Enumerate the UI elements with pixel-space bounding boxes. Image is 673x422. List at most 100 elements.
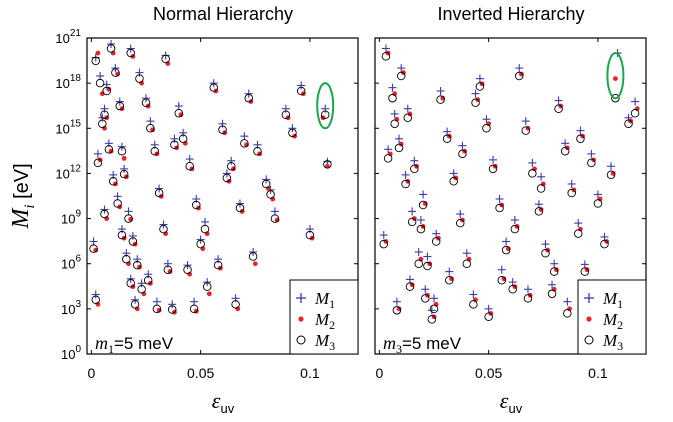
point-m3 bbox=[390, 119, 399, 129]
y-tick-label: 1015 bbox=[55, 118, 81, 136]
point-m1 bbox=[561, 139, 570, 148]
point-m3 bbox=[174, 108, 184, 118]
point-m3 bbox=[126, 48, 135, 58]
point-m3 bbox=[91, 295, 100, 305]
y-axis-label: Mi [eV] bbox=[8, 163, 38, 229]
point-m3 bbox=[178, 134, 188, 144]
point-m3 bbox=[624, 119, 633, 129]
point-m1 bbox=[469, 290, 478, 299]
point-m1 bbox=[170, 134, 179, 143]
point-m3 bbox=[423, 261, 432, 271]
point-m1 bbox=[235, 199, 244, 208]
point-m1 bbox=[133, 255, 142, 264]
point-m1 bbox=[563, 297, 572, 306]
point-m1 bbox=[489, 155, 498, 164]
point-m2 bbox=[95, 50, 101, 56]
point-m1 bbox=[449, 169, 458, 178]
point-m1 bbox=[281, 104, 290, 113]
point-m3 bbox=[98, 119, 107, 129]
x-axis-label: εuv bbox=[500, 388, 523, 416]
point-m3 bbox=[218, 125, 227, 134]
point-m3 bbox=[270, 214, 280, 223]
point-m3 bbox=[593, 199, 603, 208]
point-m1 bbox=[392, 297, 401, 306]
y-tick-label: 1012 bbox=[55, 163, 81, 181]
point-m1 bbox=[262, 175, 271, 184]
point-m3 bbox=[124, 214, 133, 223]
point-m3 bbox=[89, 244, 98, 253]
point-m1 bbox=[122, 249, 131, 258]
point-m3 bbox=[396, 71, 406, 81]
x-ticks: 0 0.05 0.1 bbox=[87, 38, 320, 381]
point-m1 bbox=[436, 87, 445, 96]
point-m3 bbox=[261, 179, 271, 189]
point-m1 bbox=[381, 44, 390, 53]
point-m3 bbox=[161, 54, 170, 64]
point-m2 bbox=[407, 111, 413, 117]
point-m3 bbox=[100, 209, 109, 219]
point-m3 bbox=[95, 78, 105, 88]
point-m3 bbox=[143, 275, 153, 285]
point-m3 bbox=[449, 177, 458, 186]
x-tick-label: 0.1 bbox=[588, 365, 608, 381]
point-m1 bbox=[475, 74, 484, 83]
point-m1 bbox=[593, 190, 602, 199]
point-m3 bbox=[567, 188, 576, 198]
point-m3 bbox=[137, 285, 146, 294]
point-m1 bbox=[419, 190, 428, 199]
point-m3 bbox=[401, 179, 410, 189]
point-m1 bbox=[305, 225, 314, 234]
point-m3 bbox=[126, 279, 135, 288]
point-m1 bbox=[528, 158, 537, 167]
point-m1 bbox=[421, 285, 430, 294]
point-m3 bbox=[574, 229, 583, 238]
y-tick-label: 1021 bbox=[55, 28, 81, 46]
legend: M1 M2 M3 bbox=[289, 279, 359, 355]
point-m1 bbox=[115, 97, 124, 106]
point-m1 bbox=[96, 71, 105, 80]
point-m1 bbox=[567, 179, 576, 188]
point-m3 bbox=[497, 275, 507, 285]
point-m3 bbox=[383, 154, 393, 163]
panel-title: Inverted Hierarchy bbox=[437, 4, 584, 24]
point-m1 bbox=[190, 297, 199, 306]
point-m3 bbox=[547, 289, 557, 299]
point-m3 bbox=[560, 146, 570, 156]
point-m1 bbox=[541, 240, 550, 249]
point-m1 bbox=[484, 304, 493, 313]
x-tick-label: 0 bbox=[87, 365, 95, 381]
point-m3 bbox=[91, 56, 100, 66]
point-m1 bbox=[405, 275, 414, 284]
point-m1 bbox=[159, 220, 168, 229]
point-m3 bbox=[392, 306, 402, 315]
point-m3 bbox=[111, 68, 120, 77]
x-tick-label: 0 bbox=[375, 365, 383, 381]
point-m3 bbox=[536, 184, 546, 193]
point-m3 bbox=[108, 177, 118, 186]
point-m3 bbox=[611, 93, 620, 103]
point-m1 bbox=[249, 248, 258, 257]
point-m1 bbox=[142, 94, 151, 103]
point-m3 bbox=[113, 199, 122, 208]
point-m3 bbox=[296, 86, 306, 96]
panel-inverted: Inverted Hierarchy 0 0.05 0.1 M1 M2 M3 m3=… bbox=[374, 4, 647, 416]
point-m3 bbox=[244, 93, 253, 103]
point-m3 bbox=[501, 245, 511, 255]
point-m1 bbox=[510, 216, 519, 225]
point-m3 bbox=[253, 146, 262, 156]
point-m1 bbox=[576, 126, 585, 135]
x-tick-label: 0.05 bbox=[187, 365, 214, 381]
point-m1 bbox=[126, 274, 135, 283]
point-m1 bbox=[408, 207, 417, 216]
highlight-ellipse bbox=[316, 82, 335, 130]
point-m1 bbox=[128, 231, 137, 240]
point-m2 bbox=[206, 291, 212, 297]
y-tick-label: 109 bbox=[61, 209, 81, 227]
point-m1 bbox=[495, 194, 504, 203]
point-m3 bbox=[248, 252, 258, 261]
point-m3 bbox=[183, 265, 192, 274]
point-m3 bbox=[200, 224, 210, 234]
point-m3 bbox=[209, 83, 219, 92]
point-m3 bbox=[436, 95, 445, 104]
point-m3 bbox=[130, 300, 140, 309]
